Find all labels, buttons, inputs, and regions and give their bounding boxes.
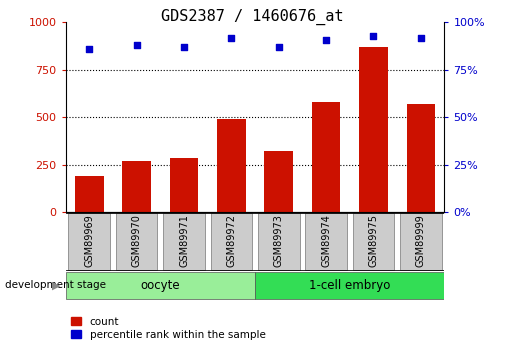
- Bar: [170, 158, 198, 212]
- Bar: [312, 102, 340, 212]
- Point: [180, 44, 188, 50]
- Bar: [75, 176, 104, 212]
- Bar: [217, 119, 245, 212]
- Text: GSM89999: GSM89999: [416, 214, 426, 267]
- FancyBboxPatch shape: [400, 213, 441, 270]
- Text: GDS2387 / 1460676_at: GDS2387 / 1460676_at: [161, 9, 344, 25]
- Text: GSM89975: GSM89975: [368, 214, 378, 267]
- FancyBboxPatch shape: [352, 213, 394, 270]
- Text: GSM89974: GSM89974: [321, 214, 331, 267]
- FancyBboxPatch shape: [211, 213, 252, 270]
- FancyBboxPatch shape: [116, 213, 158, 270]
- Text: oocyte: oocyte: [140, 279, 180, 292]
- FancyBboxPatch shape: [163, 213, 205, 270]
- Point: [275, 44, 283, 50]
- FancyBboxPatch shape: [66, 272, 255, 299]
- Text: GSM89970: GSM89970: [132, 214, 142, 267]
- Point: [322, 37, 330, 42]
- Bar: [265, 151, 293, 212]
- Text: 1-cell embryo: 1-cell embryo: [309, 279, 390, 292]
- Point: [85, 46, 93, 52]
- FancyBboxPatch shape: [69, 213, 110, 270]
- Text: ▶: ▶: [52, 280, 61, 290]
- Legend: count, percentile rank within the sample: count, percentile rank within the sample: [71, 317, 266, 340]
- Text: GSM89972: GSM89972: [226, 214, 236, 267]
- FancyBboxPatch shape: [255, 272, 444, 299]
- Text: development stage: development stage: [5, 280, 106, 290]
- FancyBboxPatch shape: [305, 213, 347, 270]
- Point: [133, 42, 141, 48]
- Point: [227, 35, 235, 40]
- Text: GSM89969: GSM89969: [84, 214, 94, 267]
- FancyBboxPatch shape: [258, 213, 299, 270]
- Bar: [359, 47, 388, 212]
- Text: GSM89971: GSM89971: [179, 214, 189, 267]
- Bar: [123, 161, 151, 212]
- Text: GSM89973: GSM89973: [274, 214, 284, 267]
- Point: [369, 33, 377, 38]
- Bar: [407, 104, 435, 212]
- Point: [417, 35, 425, 40]
